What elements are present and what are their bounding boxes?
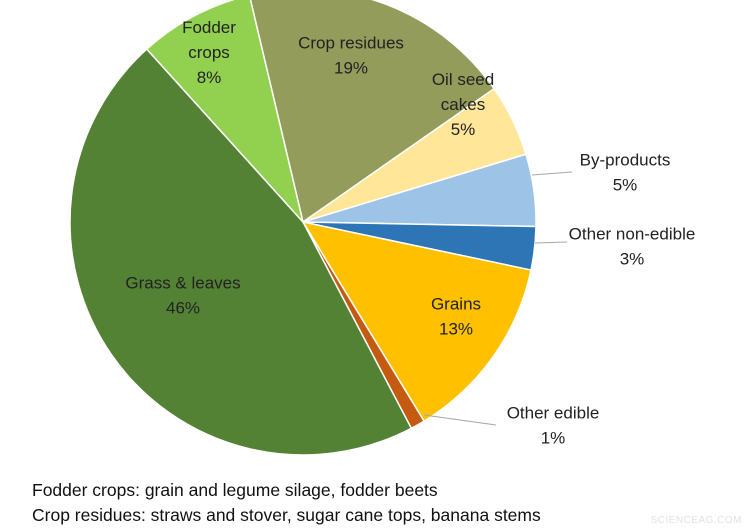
label-text-fodder-crops: crops [188,43,230,62]
label-pct-other-edible: 1% [541,429,566,448]
label-text-by-products: By-products [580,151,671,170]
label-other-non-edible: Other non-edible 3% [569,225,696,269]
pie-slices [69,0,537,456]
label-pct-by-products: 5% [613,176,638,195]
label-oil-seed-cakes: Oil seed cakes 5% [432,70,494,139]
label-fodder-crops: Fodder crops 8% [182,18,236,87]
slice-grains [302,221,532,422]
label-pct-other-non-edible: 3% [620,250,645,269]
label-other-edible: Other edible 1% [507,404,600,448]
label-grass-leaves: Grass & leaves 46% [125,274,240,318]
label-pct-oil-seed-cakes: 5% [451,120,476,139]
label-grains: Grains 13% [431,295,481,339]
label-text-grass-leaves: Grass & leaves [125,274,240,293]
slice-grass-leaves [69,48,413,456]
leader-line-other-non-edible [534,241,568,244]
pie-chart: Crop residues 19%Oil seed cakes 5%By-produc… [69,0,695,456]
label-text-other-edible: Other edible [507,404,600,423]
footnote-fodder-crops: Fodder crops: grain and legume silage, f… [32,480,438,500]
label-pct-crop-residues: 19% [334,59,368,78]
footnotes: Fodder crops: grain and legume silage, f… [32,478,541,528]
label-pct-grass-leaves: 46% [166,299,200,318]
slice-crop-residues [249,0,495,223]
slice-fodder-crops [146,0,304,223]
label-text-grains: Grains [431,295,481,314]
label-text-crop-residues: Crop residues [298,34,404,53]
label-text-oil-seed-cakes: cakes [441,95,485,114]
slice-labels: Crop residues 19%Oil seed cakes 5%By-produc… [125,18,695,448]
label-text-fodder-crops: Fodder [182,18,236,37]
leader-lines [423,171,573,426]
footnote-crop-residues: Crop residues: straws and stover, sugar … [32,505,541,525]
label-pct-grains: 13% [439,320,473,339]
label-pct-fodder-crops: 8% [197,68,222,87]
label-by-products: By-products 5% [580,151,671,195]
label-text-other-non-edible: Other non-edible [569,225,696,244]
leader-line-by-products [531,171,573,176]
watermark: SCIENCEAG.COM [650,515,742,526]
label-crop-residues: Crop residues 19% [298,34,404,78]
label-text-oil-seed-cakes: Oil seed [432,70,494,89]
leader-line-other-edible [423,414,497,426]
